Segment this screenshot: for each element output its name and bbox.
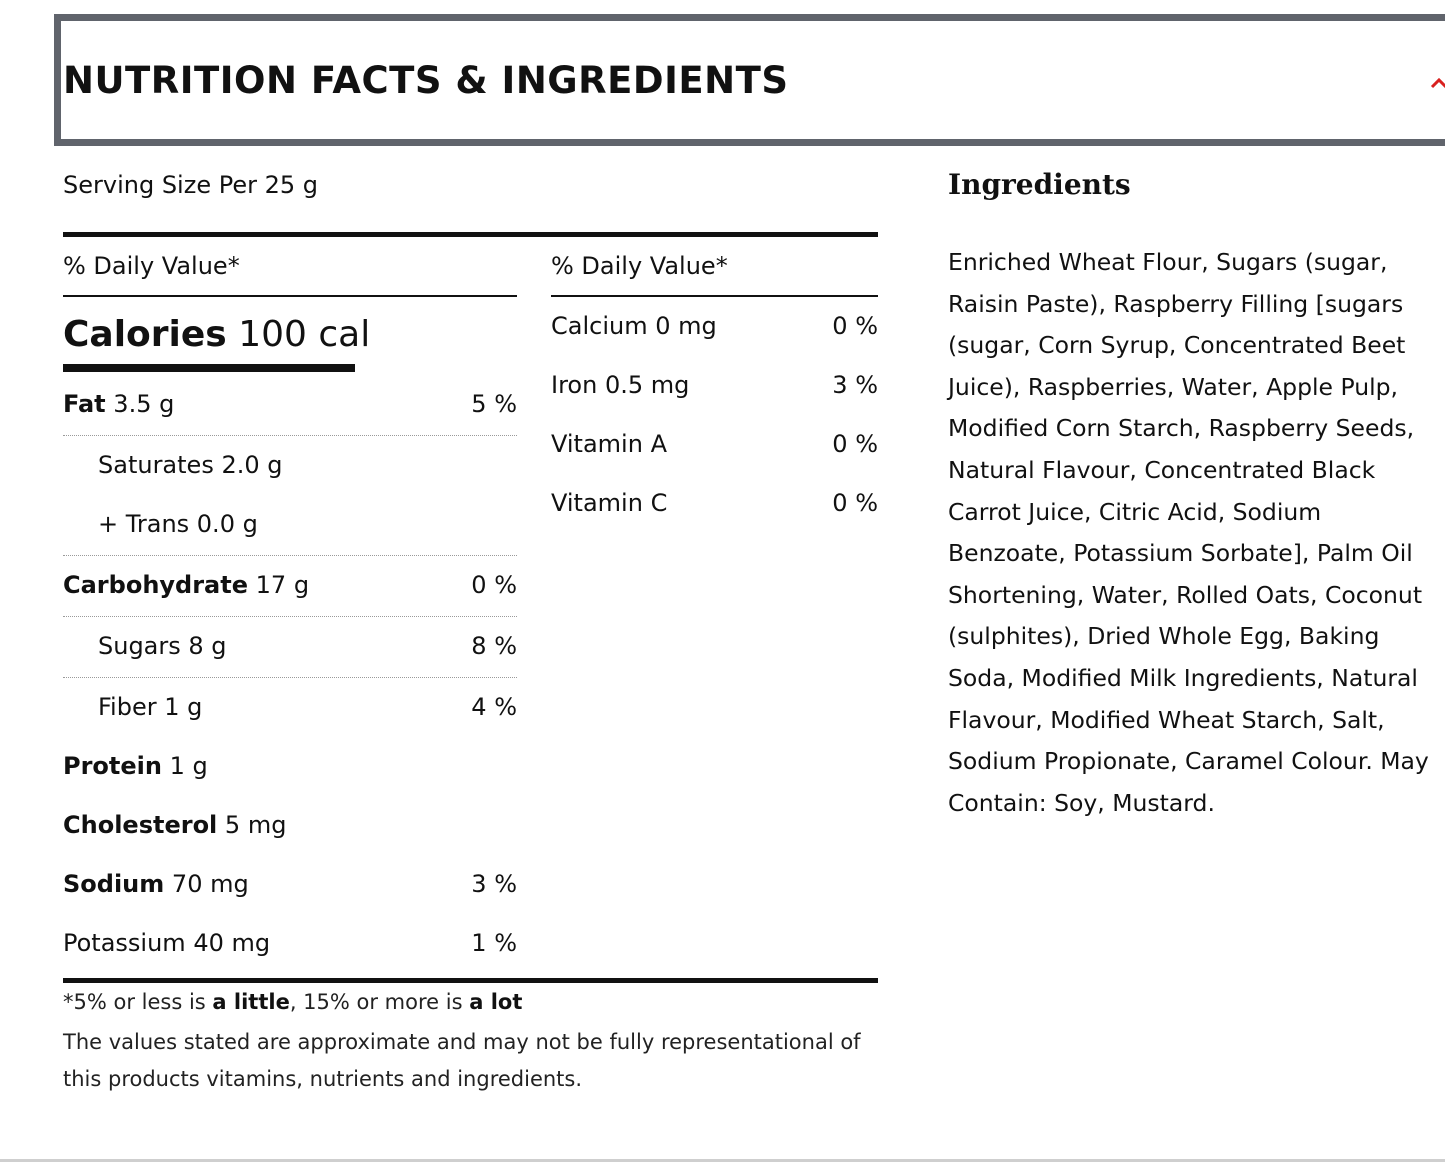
nutrient-row-cholesterol: Cholesterol 5 mg (63, 796, 517, 855)
nutrient-amount: 3.5 g (113, 390, 175, 418)
footnote-text: , 15% or more is (289, 990, 470, 1014)
nutrient-row-potassium: Potassium 40 mg 1 % (63, 914, 517, 973)
nutrient-label: + Trans 0.0 g (98, 510, 258, 538)
calories-underline (63, 364, 355, 372)
nutrient-label: Carbohydrate 17 g (63, 556, 309, 614)
nutrient-percent: 0 % (832, 312, 878, 340)
nutrient-row-carbohydrate: Carbohydrate 17 g 0 % (63, 556, 517, 617)
calories-line: Calories 100 cal (63, 313, 370, 357)
nutrient-percent: 0 % (832, 430, 878, 458)
nutrient-row-sugars: Sugars 8 g 8 % (63, 617, 517, 678)
calories-label: Calories (63, 314, 227, 355)
disclaimer-text: The values stated are approximate and ma… (63, 1030, 861, 1091)
nutrient-label: Saturates 2.0 g (98, 451, 283, 479)
serving-size: Serving Size Per 25 g (63, 171, 318, 199)
nutrient-amount: 5 mg (224, 811, 287, 839)
nutrient-row-fiber: Fiber 1 g 4 % (63, 678, 517, 737)
nutrient-percent: 4 % (471, 693, 517, 721)
nutrient-percent: 0 % (471, 571, 517, 599)
nutrient-row-saturates: Saturates 2.0 g (63, 436, 517, 495)
section-divider (0, 1159, 1445, 1162)
chevron-up-icon[interactable] (1429, 73, 1445, 93)
nutrient-percent: 3 % (832, 371, 878, 399)
nutrient-label: Iron 0.5 mg (551, 371, 690, 399)
nutrient-percent: 8 % (471, 632, 517, 660)
nutrient-percent: 5 % (471, 390, 517, 418)
nutrient-percent: 1 % (471, 929, 517, 957)
nutrient-name: Fat (63, 390, 106, 418)
daily-value-footnote: *5% or less is a little, 15% or more is … (63, 986, 522, 1018)
footnote-emphasis: a little (212, 990, 290, 1014)
nutrient-label: Vitamin C (551, 489, 668, 517)
nutrient-row-sodium: Sodium 70 mg 3 % (63, 855, 517, 914)
nutrient-label: Fiber 1 g (98, 693, 203, 721)
nutrient-label: Vitamin A (551, 430, 667, 458)
nutrient-label: Fat 3.5 g (63, 375, 174, 433)
nutrient-row-trans: + Trans 0.0 g (63, 495, 517, 556)
daily-value-header: % Daily Value* (63, 237, 517, 297)
ingredients-heading: Ingredients (948, 168, 1131, 201)
footnote-text: *5% or less is (63, 990, 213, 1014)
footnote-emphasis: a lot (469, 990, 523, 1014)
accordion-header[interactable]: NUTRITION FACTS & INGREDIENTS (54, 14, 1445, 146)
nutrient-name: Cholesterol (63, 811, 218, 839)
nutrient-label: Sodium 70 mg (63, 855, 249, 913)
nutrient-name: Carbohydrate (63, 571, 249, 599)
daily-value-header: % Daily Value* (551, 237, 878, 297)
nutrient-row-iron: Iron 0.5 mg 3 % (551, 356, 878, 415)
ingredients-list: Enriched Wheat Flour, Sugars (sugar, Rai… (948, 248, 1429, 817)
nutrient-amount: 70 mg (171, 870, 249, 898)
nutrient-label: Protein 1 g (63, 737, 208, 795)
section-title: NUTRITION FACTS & INGREDIENTS (63, 59, 789, 102)
nutrient-amount: 1 g (169, 752, 208, 780)
table-top-rule (63, 232, 878, 237)
nutrient-label: Potassium 40 mg (63, 929, 271, 957)
nutrient-row-protein: Protein 1 g (63, 737, 517, 796)
nutrient-row-calcium: Calcium 0 mg 0 % (551, 297, 878, 356)
nutrient-row-vitamin-c: Vitamin C 0 % (551, 474, 878, 533)
nutrient-name: Sodium (63, 870, 165, 898)
calories-value: 100 cal (238, 314, 371, 355)
calories-block: Calories 100 cal (63, 297, 517, 375)
nutrient-label: Calcium 0 mg (551, 312, 717, 340)
nutrient-label: Sugars 8 g (98, 632, 227, 660)
nutrition-right-column: % Daily Value* Calcium 0 mg 0 % Iron 0.5… (551, 237, 878, 533)
nutrition-left-column: % Daily Value* Calories 100 cal Fat 3.5 … (63, 237, 517, 973)
nutrient-row-vitamin-a: Vitamin A 0 % (551, 415, 878, 474)
nutrient-row-fat: Fat 3.5 g 5 % (63, 375, 517, 436)
table-bottom-rule (63, 978, 878, 983)
nutrient-percent: 0 % (832, 489, 878, 517)
nutrient-percent: 3 % (471, 870, 517, 898)
nutrient-amount: 17 g (255, 571, 310, 599)
nutrient-name: Protein (63, 752, 162, 780)
nutrient-label: Cholesterol 5 mg (63, 796, 286, 854)
accordion-header-inner (61, 21, 1445, 139)
